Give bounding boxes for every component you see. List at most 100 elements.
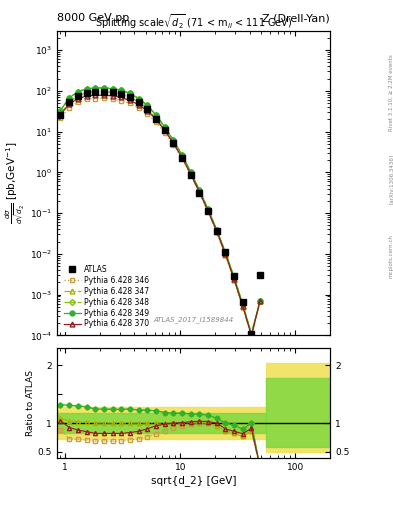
Pythia 6.428 349 — [110, 86, 115, 92]
Pythia 6.428 349 — [84, 86, 89, 92]
Pythia 6.428 370 — [249, 332, 254, 338]
Pythia 6.428 370 — [154, 116, 158, 122]
Pythia 6.428 347 — [110, 89, 115, 95]
ATLAS — [119, 91, 124, 97]
Pythia 6.428 349 — [67, 95, 72, 101]
Pythia 6.428 347 — [162, 127, 167, 133]
Pythia 6.428 370 — [258, 298, 263, 304]
Pythia 6.428 346 — [145, 111, 150, 117]
Pythia 6.428 349 — [119, 87, 124, 93]
Pythia 6.428 349 — [180, 152, 184, 158]
Pythia 6.428 347 — [241, 304, 245, 310]
ATLAS — [241, 299, 245, 305]
Pythia 6.428 348 — [93, 85, 98, 91]
Pythia 6.428 347 — [67, 99, 72, 105]
Pythia 6.428 370 — [223, 251, 228, 257]
ATLAS — [223, 249, 228, 255]
Pythia 6.428 346 — [171, 141, 176, 147]
Pythia 6.428 349 — [223, 249, 228, 255]
Pythia 6.428 347 — [214, 229, 219, 236]
Text: ATLAS_2017_I1589844: ATLAS_2017_I1589844 — [153, 316, 234, 323]
Pythia 6.428 349 — [145, 102, 150, 109]
Pythia 6.428 346 — [75, 99, 80, 105]
Pythia 6.428 348 — [171, 137, 176, 143]
Pythia 6.428 347 — [180, 155, 184, 161]
Pythia 6.428 346 — [93, 95, 98, 101]
Pythia 6.428 348 — [162, 124, 167, 130]
Pythia 6.428 348 — [102, 85, 107, 91]
Pythia 6.428 346 — [197, 189, 202, 196]
Pythia 6.428 348 — [154, 112, 158, 118]
Line: Pythia 6.428 346: Pythia 6.428 346 — [58, 96, 263, 339]
Pythia 6.428 370 — [58, 112, 63, 118]
Pythia 6.428 349 — [214, 227, 219, 233]
Pythia 6.428 348 — [214, 227, 219, 233]
ATLAS — [232, 273, 237, 280]
Pythia 6.428 349 — [102, 85, 107, 91]
Pythia 6.428 348 — [128, 90, 132, 96]
Pythia 6.428 347 — [75, 93, 80, 99]
ATLAS — [258, 272, 263, 278]
Pythia 6.428 349 — [58, 108, 63, 114]
Pythia 6.428 346 — [102, 95, 107, 101]
Legend: ATLAS, Pythia 6.428 346, Pythia 6.428 347, Pythia 6.428 348, Pythia 6.428 349, P: ATLAS, Pythia 6.428 346, Pythia 6.428 34… — [61, 262, 152, 332]
Pythia 6.428 348 — [75, 89, 80, 95]
Pythia 6.428 346 — [188, 172, 193, 178]
Pythia 6.428 347 — [119, 91, 124, 97]
Pythia 6.428 370 — [162, 127, 167, 133]
Pythia 6.428 349 — [188, 169, 193, 175]
ATLAS — [171, 140, 176, 146]
Pythia 6.428 370 — [145, 108, 150, 114]
Pythia 6.428 348 — [84, 86, 89, 92]
ATLAS — [197, 189, 202, 196]
Pythia 6.428 346 — [162, 130, 167, 136]
Pythia 6.428 370 — [206, 208, 210, 214]
Pythia 6.428 348 — [258, 298, 263, 304]
Pythia 6.428 349 — [162, 124, 167, 130]
Pythia 6.428 348 — [232, 274, 237, 280]
Y-axis label: $\frac{d\sigma}{d\sqrt{d_2}}$ [pb,GeV$^{-1}$]: $\frac{d\sigma}{d\sqrt{d_2}}$ [pb,GeV$^{… — [4, 142, 27, 224]
Pythia 6.428 348 — [188, 169, 193, 175]
Pythia 6.428 346 — [84, 96, 89, 102]
Pythia 6.428 347 — [223, 252, 228, 258]
ATLAS — [58, 112, 63, 118]
Pythia 6.428 370 — [197, 189, 202, 195]
Text: Z (Drell-Yan): Z (Drell-Yan) — [263, 13, 330, 23]
Pythia 6.428 347 — [249, 333, 254, 339]
Pythia 6.428 370 — [136, 102, 141, 108]
Pythia 6.428 349 — [206, 206, 210, 212]
Pythia 6.428 347 — [197, 189, 202, 196]
Pythia 6.428 346 — [154, 119, 158, 125]
Pythia 6.428 370 — [180, 155, 184, 161]
Pythia 6.428 346 — [136, 105, 141, 111]
Text: mcplots.cern.ch: mcplots.cern.ch — [389, 234, 393, 278]
Pythia 6.428 347 — [128, 94, 132, 100]
Pythia 6.428 348 — [241, 301, 245, 307]
Pythia 6.428 348 — [223, 249, 228, 255]
ATLAS — [84, 90, 89, 96]
Pythia 6.428 346 — [223, 252, 228, 258]
Pythia 6.428 347 — [232, 277, 237, 283]
ATLAS — [162, 127, 167, 133]
Pythia 6.428 349 — [154, 112, 158, 118]
Pythia 6.428 348 — [110, 86, 115, 92]
Y-axis label: Ratio to ATLAS: Ratio to ATLAS — [26, 370, 35, 436]
Line: Pythia 6.428 347: Pythia 6.428 347 — [58, 90, 263, 339]
ATLAS — [154, 115, 158, 121]
ATLAS — [206, 208, 210, 215]
Pythia 6.428 349 — [75, 89, 80, 95]
Pythia 6.428 349 — [128, 90, 132, 96]
ATLAS — [128, 94, 132, 100]
Pythia 6.428 370 — [119, 94, 124, 100]
Pythia 6.428 348 — [145, 102, 150, 109]
Pythia 6.428 349 — [197, 187, 202, 193]
Pythia 6.428 370 — [188, 171, 193, 177]
Pythia 6.428 370 — [110, 93, 115, 99]
Pythia 6.428 346 — [206, 208, 210, 215]
X-axis label: sqrt{d_2} [GeV]: sqrt{d_2} [GeV] — [151, 475, 236, 486]
Pythia 6.428 349 — [136, 95, 141, 101]
Pythia 6.428 348 — [136, 95, 141, 101]
Pythia 6.428 347 — [93, 89, 98, 95]
Pythia 6.428 349 — [249, 331, 254, 337]
ATLAS — [136, 99, 141, 105]
